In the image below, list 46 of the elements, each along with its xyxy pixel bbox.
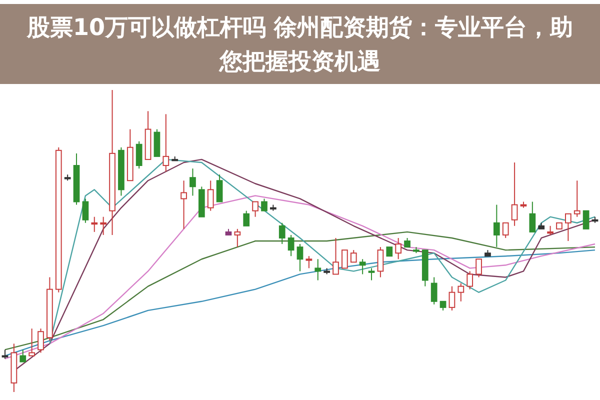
candlestick [296, 244, 304, 272]
candlestick [582, 210, 590, 230]
candlestick [162, 114, 170, 172]
candlestick [82, 198, 89, 224]
candlestick [574, 180, 580, 218]
candlestick [216, 174, 223, 202]
candlestick [207, 180, 214, 212]
candlestick [529, 201, 536, 232]
candlestick [350, 250, 357, 263]
candlestick [430, 276, 438, 305]
candlestick [458, 282, 464, 302]
candlestick [395, 237, 402, 260]
candlestick [234, 228, 241, 248]
candlestick [100, 216, 107, 236]
candlestick [190, 168, 196, 196]
candlestick [288, 234, 294, 257]
candlestick [440, 300, 446, 311]
candlestick [91, 216, 98, 232]
candlestick [332, 237, 339, 275]
candlestick [502, 222, 509, 238]
candlestick [2, 349, 8, 360]
candlestick [466, 270, 474, 290]
candlestick [493, 204, 500, 248]
candlestick [278, 222, 286, 245]
candlestick [342, 250, 348, 269]
candlestick [448, 286, 456, 311]
candlestick [565, 213, 572, 242]
candlestick [314, 258, 322, 281]
candlestick [20, 349, 26, 362]
candlestick [511, 162, 518, 226]
chart-title: 股票10万可以做杠杆吗 徐州配资期货：专业平台，助您把握投资机遇 [26, 15, 574, 75]
candlestick [243, 210, 250, 226]
candlestick [404, 237, 410, 248]
candlestick [28, 328, 35, 356]
candlestick [359, 258, 366, 275]
candlestick [476, 258, 482, 278]
candlestick [377, 246, 384, 278]
candlestick [180, 180, 187, 230]
candlestick [38, 328, 44, 354]
candlestick [306, 256, 312, 269]
candlestick [386, 246, 393, 257]
candlestick [368, 268, 375, 281]
candlestick [136, 140, 142, 170]
candlestick [547, 225, 554, 236]
candlestick [252, 201, 258, 218]
candlestick [261, 198, 268, 212]
